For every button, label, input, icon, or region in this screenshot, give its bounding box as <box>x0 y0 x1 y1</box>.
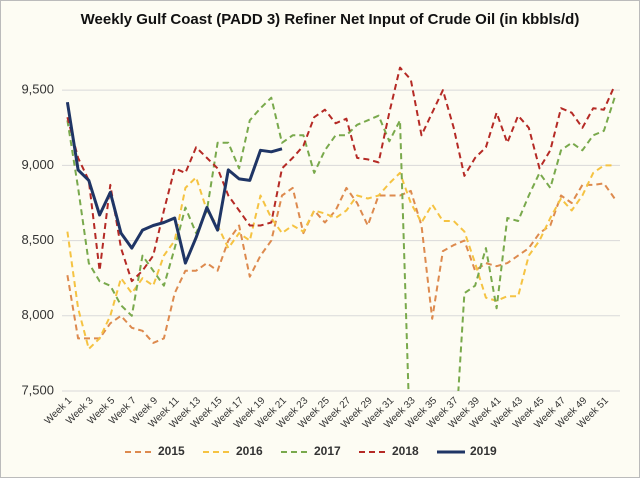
y-tick-label: 9,000 <box>21 157 54 172</box>
y-tick-label: 8,000 <box>21 307 54 322</box>
series-line <box>66 182 616 344</box>
grid <box>62 89 620 392</box>
y-tick-label: 7,500 <box>21 382 54 397</box>
legend-label: 2015 <box>158 444 185 458</box>
lines <box>65 66 616 391</box>
legend-label: 2017 <box>314 444 341 458</box>
legend-label: 2018 <box>392 444 419 458</box>
series-line <box>65 101 283 265</box>
series-line <box>66 66 616 283</box>
legend-label: 2016 <box>236 444 263 458</box>
y-tick-label: 8,500 <box>21 232 54 247</box>
chart-title: Weekly Gulf Coast (PADD 3) Refiner Net I… <box>81 11 580 28</box>
y-tick-label: 9,500 <box>21 82 54 97</box>
series-line <box>66 164 615 350</box>
legend-label: 2019 <box>470 444 497 458</box>
series-line <box>66 96 616 391</box>
legend: 2015 2016 2017 2018 2019 <box>125 444 497 458</box>
